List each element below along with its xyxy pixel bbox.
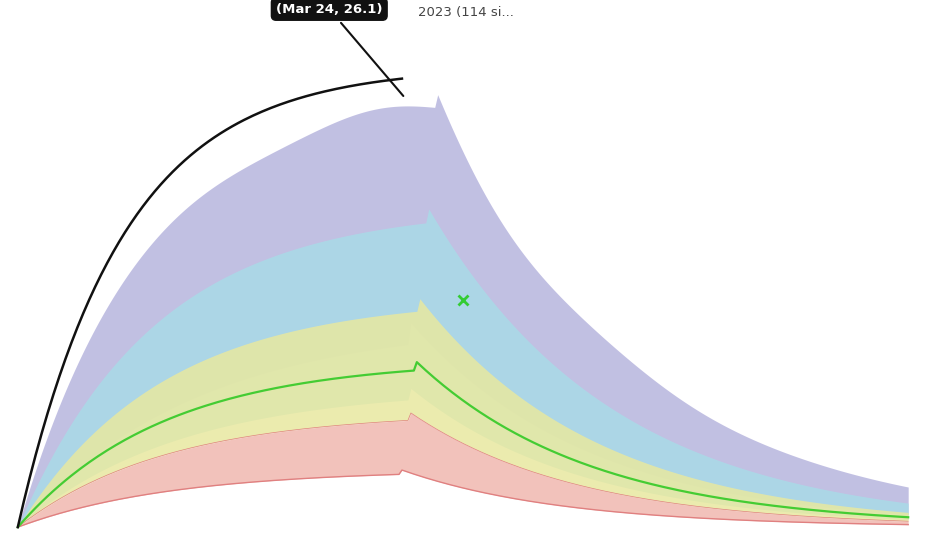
Text: 2023 (114 si...: 2023 (114 si... [419,6,514,19]
Text: (Mar 24, 26.1): (Mar 24, 26.1) [276,3,404,96]
